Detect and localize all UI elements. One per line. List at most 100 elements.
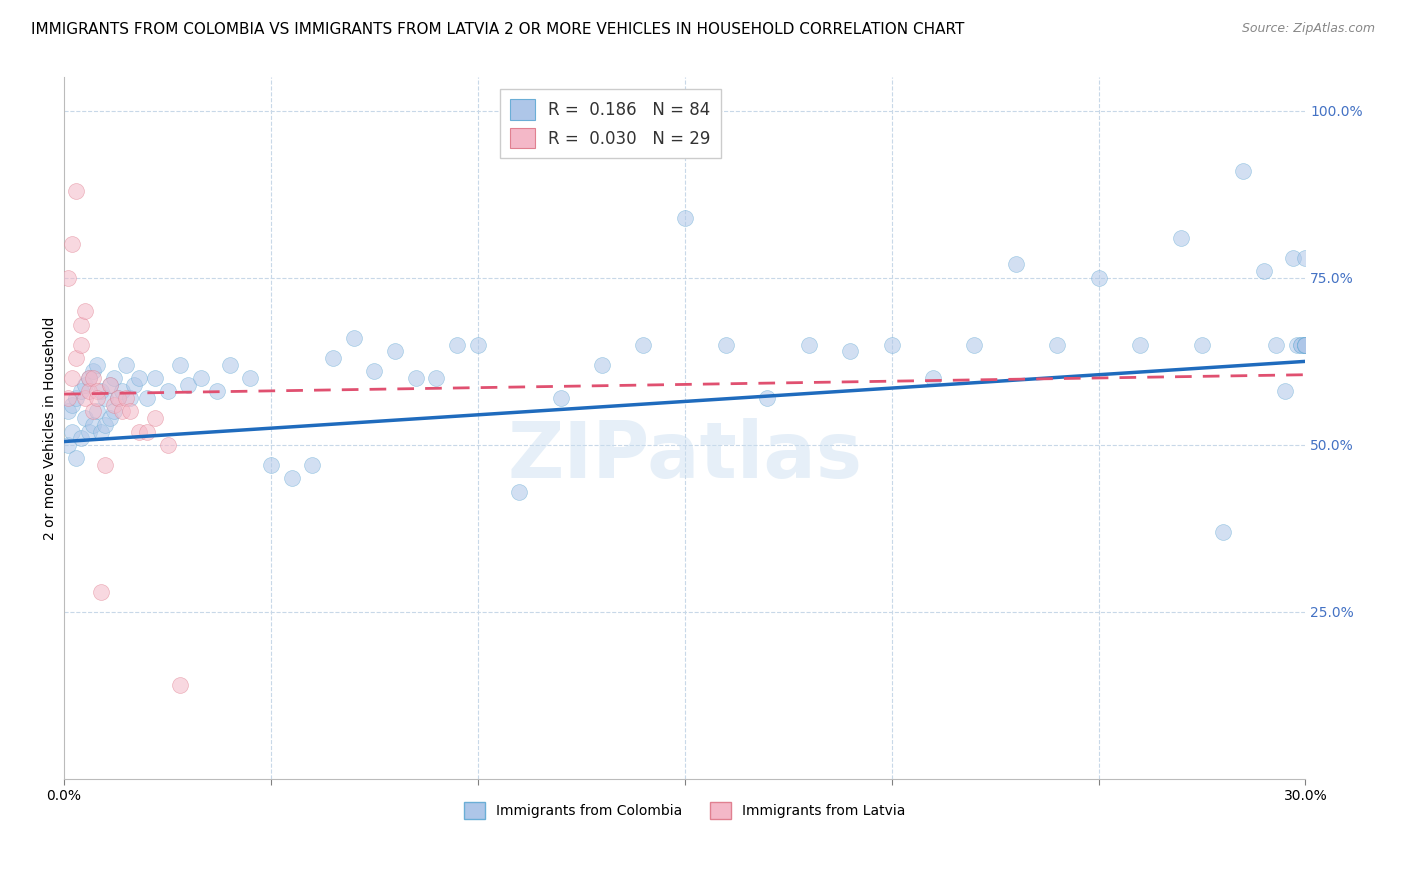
Point: [77, 371, 100, 385]
Point: [90, 384, 112, 399]
Point: [107, 391, 129, 405]
Point: [1294, 337, 1316, 351]
Point: [1294, 337, 1316, 351]
Point: [1294, 251, 1316, 265]
Point: [65, 391, 87, 405]
Point: [73, 391, 96, 405]
Point: [205, 384, 228, 399]
Point: [82, 364, 104, 378]
Point: [86, 404, 108, 418]
Point: [98, 411, 121, 425]
Point: [143, 411, 166, 425]
Point: [1170, 231, 1192, 245]
Point: [65, 351, 87, 365]
Point: [103, 404, 125, 418]
Point: [94, 458, 117, 472]
Point: [98, 377, 121, 392]
Point: [77, 384, 100, 399]
Point: [322, 351, 344, 365]
Point: [86, 358, 108, 372]
Point: [73, 304, 96, 318]
Point: [1294, 337, 1316, 351]
Point: [120, 404, 142, 418]
Point: [77, 425, 100, 439]
Point: [1232, 164, 1254, 178]
Point: [963, 337, 986, 351]
Point: [77, 371, 100, 385]
Point: [591, 358, 613, 372]
Point: [1191, 337, 1213, 351]
Point: [65, 451, 87, 466]
Point: [111, 404, 134, 418]
Point: [73, 411, 96, 425]
Point: [1286, 337, 1309, 351]
Point: [107, 391, 129, 405]
Point: [839, 344, 862, 359]
Y-axis label: 2 or more Vehicles in Household: 2 or more Vehicles in Household: [44, 317, 58, 540]
Point: [156, 384, 179, 399]
Point: [1291, 337, 1313, 351]
Point: [467, 337, 489, 351]
Point: [69, 337, 91, 351]
Point: [446, 337, 468, 351]
Point: [135, 391, 157, 405]
Point: [58, 391, 80, 405]
Point: [143, 371, 166, 385]
Point: [301, 458, 323, 472]
Point: [673, 211, 696, 225]
Point: [65, 184, 87, 198]
Point: [69, 384, 91, 399]
Point: [1294, 337, 1316, 351]
Point: [124, 377, 146, 392]
Point: [58, 404, 80, 418]
Point: [60, 371, 83, 385]
Point: [60, 398, 83, 412]
Point: [1046, 337, 1069, 351]
Point: [58, 271, 80, 285]
Point: [405, 371, 427, 385]
Point: [922, 371, 945, 385]
Point: [714, 337, 737, 351]
Point: [90, 425, 112, 439]
Point: [343, 331, 366, 345]
Point: [69, 318, 91, 332]
Point: [797, 337, 820, 351]
Point: [69, 431, 91, 445]
Point: [1291, 337, 1313, 351]
Point: [73, 377, 96, 392]
Text: IMMIGRANTS FROM COLOMBIA VS IMMIGRANTS FROM LATVIA 2 OR MORE VEHICLES IN HOUSEHO: IMMIGRANTS FROM COLOMBIA VS IMMIGRANTS F…: [31, 22, 965, 37]
Point: [1274, 384, 1296, 399]
Point: [1004, 258, 1026, 272]
Point: [128, 371, 150, 385]
Point: [60, 237, 83, 252]
Point: [120, 391, 142, 405]
Text: ZIPatlas: ZIPatlas: [508, 418, 862, 494]
Point: [169, 678, 191, 692]
Point: [98, 377, 121, 392]
Point: [115, 391, 138, 405]
Point: [1129, 337, 1152, 351]
Point: [1087, 271, 1109, 285]
Point: [94, 417, 117, 432]
Point: [218, 358, 240, 372]
Point: [1253, 264, 1275, 278]
Point: [239, 371, 262, 385]
Point: [103, 398, 125, 412]
Point: [190, 371, 212, 385]
Point: [115, 358, 138, 372]
Point: [508, 484, 530, 499]
Legend: Immigrants from Colombia, Immigrants from Latvia: Immigrants from Colombia, Immigrants fro…: [458, 797, 911, 824]
Point: [1282, 251, 1305, 265]
Point: [86, 391, 108, 405]
Point: [58, 438, 80, 452]
Point: [82, 371, 104, 385]
Point: [384, 344, 406, 359]
Point: [756, 391, 779, 405]
Point: [1294, 337, 1316, 351]
Point: [633, 337, 655, 351]
Point: [169, 358, 191, 372]
Point: [60, 425, 83, 439]
Point: [1265, 337, 1288, 351]
Point: [177, 377, 200, 392]
Point: [280, 471, 302, 485]
